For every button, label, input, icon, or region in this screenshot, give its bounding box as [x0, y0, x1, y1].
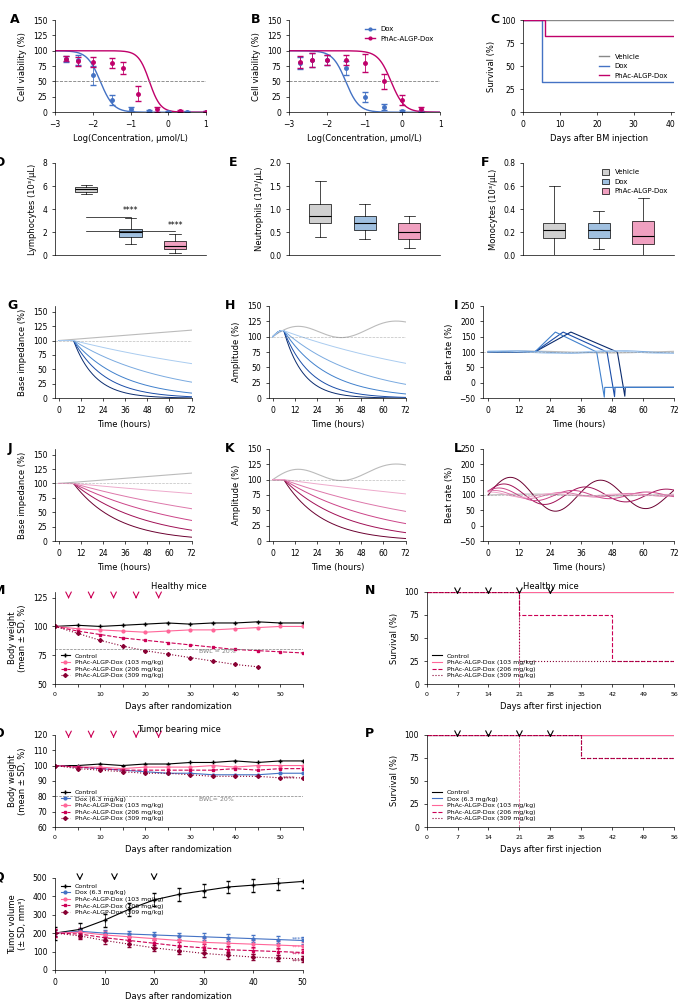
- PathPatch shape: [164, 241, 186, 249]
- Text: H: H: [226, 299, 236, 312]
- Legend: Control, PhAc-ALGP-Dox (103 mg/kg), PhAc-ALGP-Dox (206 mg/kg), PhAc-ALGP-Dox (30: Control, PhAc-ALGP-Dox (103 mg/kg), PhAc…: [430, 651, 538, 681]
- Title: Tumor bearing mice: Tumor bearing mice: [137, 725, 221, 734]
- Text: ****: ****: [292, 944, 304, 949]
- X-axis label: Time (hours): Time (hours): [552, 420, 605, 429]
- Y-axis label: Lymphocytes (10³/μL): Lymphocytes (10³/μL): [28, 163, 37, 255]
- X-axis label: Days after randomization: Days after randomization: [125, 845, 233, 854]
- Y-axis label: Amplitude (%): Amplitude (%): [233, 322, 241, 382]
- X-axis label: Time (hours): Time (hours): [96, 563, 150, 572]
- X-axis label: Days after first injection: Days after first injection: [499, 702, 601, 711]
- X-axis label: Time (hours): Time (hours): [96, 420, 150, 429]
- Y-axis label: Monocytes (10³/μL): Monocytes (10³/μL): [489, 168, 498, 250]
- Text: ****: ****: [122, 206, 138, 215]
- Legend: Control, Dox (6.3 mg/kg), PhAc-ALGP-Dox (103 mg/kg), PhAc-ALGP-Dox (206 mg/kg), : Control, Dox (6.3 mg/kg), PhAc-ALGP-Dox …: [58, 787, 166, 824]
- Y-axis label: Survival (%): Survival (%): [390, 755, 399, 806]
- Y-axis label: Tumor volume
(± SD, mm³): Tumor volume (± SD, mm³): [8, 894, 28, 954]
- Legend: Vehicle, Dox, PhAc-ALGP-Dox: Vehicle, Dox, PhAc-ALGP-Dox: [599, 166, 671, 197]
- Text: K: K: [226, 442, 235, 455]
- Text: G: G: [8, 299, 17, 312]
- Text: L: L: [454, 442, 462, 455]
- PathPatch shape: [632, 221, 654, 244]
- X-axis label: Time (hours): Time (hours): [311, 563, 364, 572]
- Text: C: C: [490, 13, 499, 26]
- Legend: Vehicle, Dox, PhAc-ALGP-Dox: Vehicle, Dox, PhAc-ALGP-Dox: [596, 51, 671, 81]
- Y-axis label: Cell viability (%): Cell viability (%): [252, 32, 261, 101]
- X-axis label: Days after first injection: Days after first injection: [499, 845, 601, 854]
- PathPatch shape: [75, 187, 97, 192]
- Text: Q: Q: [0, 870, 3, 883]
- X-axis label: Days after randomization: Days after randomization: [125, 702, 233, 711]
- Text: B: B: [251, 13, 261, 26]
- X-axis label: Time (hours): Time (hours): [311, 420, 364, 429]
- X-axis label: Log(Concentration, μmol/L): Log(Concentration, μmol/L): [73, 134, 188, 143]
- Title: Healthy mice: Healthy mice: [522, 582, 579, 591]
- PathPatch shape: [309, 204, 332, 223]
- Text: ****: ****: [292, 937, 304, 942]
- Y-axis label: Beat rate (%): Beat rate (%): [444, 324, 453, 380]
- Text: I: I: [454, 299, 459, 312]
- PathPatch shape: [544, 223, 566, 238]
- Y-axis label: Body weight
(mean ± SD, %): Body weight (mean ± SD, %): [8, 604, 28, 672]
- Y-axis label: Beat rate (%): Beat rate (%): [444, 467, 453, 523]
- Legend: Control, Dox (6.3 mg/kg), PhAc-ALGP-Dox (103 mg/kg), PhAc-ALGP-Dox (206 mg/kg), : Control, Dox (6.3 mg/kg), PhAc-ALGP-Dox …: [58, 881, 166, 918]
- Text: ****: ****: [292, 959, 304, 964]
- Title: Healthy mice: Healthy mice: [151, 582, 207, 591]
- PathPatch shape: [354, 216, 376, 230]
- Y-axis label: Cell viability (%): Cell viability (%): [19, 32, 28, 101]
- Text: BWL= 20%: BWL= 20%: [199, 797, 234, 802]
- Text: P: P: [365, 727, 374, 740]
- Text: N: N: [365, 584, 375, 597]
- PathPatch shape: [588, 223, 610, 238]
- X-axis label: Days after BM injection: Days after BM injection: [550, 134, 648, 143]
- X-axis label: Days after randomization: Days after randomization: [125, 992, 233, 1000]
- Text: F: F: [481, 156, 489, 169]
- Y-axis label: Survival (%): Survival (%): [390, 612, 399, 664]
- X-axis label: Log(Concentration, μmol/L): Log(Concentration, μmol/L): [308, 134, 422, 143]
- Legend: Control, Dox (6.3 mg/kg), PhAc-ALGP-Dox (103 mg/kg), PhAc-ALGP-Dox (206 mg/kg), : Control, Dox (6.3 mg/kg), PhAc-ALGP-Dox …: [430, 787, 538, 824]
- PathPatch shape: [120, 229, 142, 237]
- Y-axis label: Survival (%): Survival (%): [486, 41, 495, 92]
- Text: BWL = 20%: BWL = 20%: [199, 649, 236, 654]
- PathPatch shape: [398, 223, 420, 239]
- Text: D: D: [0, 156, 5, 169]
- Y-axis label: Amplitude (%): Amplitude (%): [233, 465, 241, 525]
- Y-axis label: Body weight
(mean ± SD, %): Body weight (mean ± SD, %): [8, 747, 28, 815]
- Y-axis label: Base impedance (%): Base impedance (%): [19, 451, 28, 539]
- Text: A: A: [10, 13, 19, 26]
- Legend: Control, PhAc-ALGP-Dox (103 mg/kg), PhAc-ALGP-Dox (206 mg/kg), PhAc-ALGP-Dox (30: Control, PhAc-ALGP-Dox (103 mg/kg), PhAc…: [58, 651, 166, 681]
- Y-axis label: Neutrophils (10³/μL): Neutrophils (10³/μL): [255, 167, 264, 251]
- Y-axis label: Base impedance (%): Base impedance (%): [19, 308, 28, 396]
- Text: M: M: [0, 584, 6, 597]
- Text: ****: ****: [167, 221, 183, 230]
- X-axis label: Time (hours): Time (hours): [552, 563, 605, 572]
- Text: O: O: [0, 727, 3, 740]
- Text: J: J: [8, 442, 12, 455]
- Legend: Dox, PhAc-ALGP-Dox: Dox, PhAc-ALGP-Dox: [362, 23, 437, 44]
- Text: ****: ****: [292, 952, 304, 957]
- Text: ****: ****: [283, 775, 295, 780]
- Text: E: E: [228, 156, 237, 169]
